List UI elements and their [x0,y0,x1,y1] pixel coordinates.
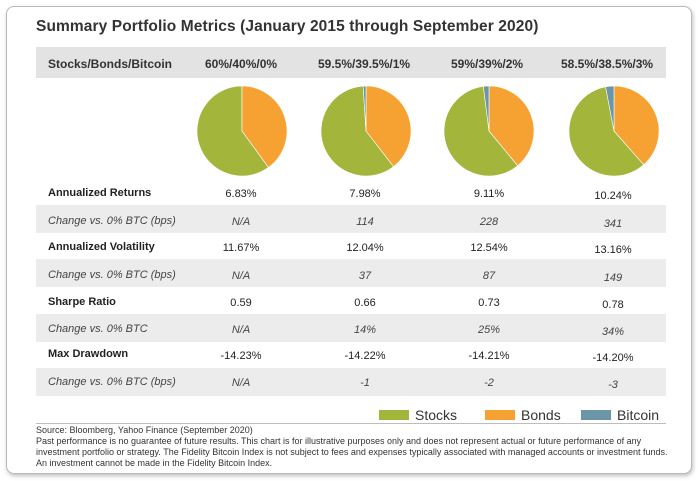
value-cell: 37 [358,270,372,282]
row-label-change-volatility: Change vs. 0% BTC (bps) [48,269,176,281]
legend-label-stocks: Stocks [415,407,458,423]
value-cell: N/A [231,324,251,336]
row-label-sharpe-ratio: Sharpe Ratio [48,296,116,308]
source-note: Source: Bloomberg, Yahoo Finance (Septem… [36,425,253,435]
pie-chart-3 [443,85,535,177]
pie-slice-bitcoin [362,85,367,132]
row-band [36,314,666,342]
pie-slice-bonds [241,85,288,168]
pie-slice-bonds [613,85,660,166]
value-cell: 12.04% [346,242,384,254]
value-cell: -14.21% [468,350,510,362]
footnotes: Source: Bloomberg, Yahoo Finance (Septem… [36,425,676,469]
value-cell: 0.66 [354,297,376,309]
pie-chart-1 [196,85,288,177]
value-cell: -14.22% [344,350,386,362]
legend-swatch-bonds [485,410,515,420]
pie-slice-bonds [365,85,412,167]
header-portfolio-3: 59%/39%/2% [451,57,524,71]
row-label-change-drawdown: Change vs. 0% BTC (bps) [48,376,176,388]
value-cell: 14% [353,324,377,336]
value-cell: N/A [231,377,251,389]
row-band [36,205,666,233]
value-cell: 0.73 [478,297,500,309]
value-cell: -14.20% [592,352,634,364]
row-label-change-sharpe: Change vs. 0% BTC [48,323,148,335]
pie-chart-4 [568,85,660,177]
value-cell: 11.67% [222,242,260,254]
value-cell: 10.24% [594,190,632,202]
value-cell: -14.23% [220,350,262,362]
legend-swatch-stocks [379,410,409,420]
value-cell: 34% [601,326,625,338]
pie-slice-stocks [320,85,395,177]
row-band [36,259,666,287]
pie-slice-stocks [443,86,519,177]
chart-frame [6,6,692,474]
value-cell: 114 [356,216,374,228]
pie-slice-stocks [568,86,645,177]
chart-title: Summary Portfolio Metrics (January 2015 … [36,18,539,35]
row-label-change-returns: Change vs. 0% BTC (bps) [48,215,176,227]
pie-slice-bitcoin [605,85,615,132]
pie-chart-2 [320,85,412,177]
header-portfolio-1: 60%/40%/0% [205,57,278,71]
header-portfolio-4: 58.5%/38.5%/3% [561,57,654,71]
disclaimer-note: Past performance is no guarantee of futu… [36,436,668,468]
header-label: Stocks/Bonds/Bitcoin [48,57,173,71]
legend-swatch-bitcoin [581,410,611,420]
value-cell: 0.59 [230,297,252,309]
value-cell: -2 [484,377,494,389]
pie-slice-bonds [488,85,535,167]
value-cell: 6.83% [225,188,257,200]
value-cell: -3 [608,379,618,391]
pie-slice-stocks [196,85,269,177]
value-cell: 13.16% [594,244,632,256]
row-band [36,368,666,396]
value-cell: 149 [603,272,623,284]
value-cell: N/A [231,216,251,228]
pie-slice-bitcoin [483,85,490,132]
footnote-divider [36,423,666,424]
legend-label-bitcoin: Bitcoin [617,407,660,423]
header-band [36,47,666,78]
legend-label-bonds: Bonds [521,407,561,423]
row-label-annualized-returns: Annualized Returns [48,187,152,199]
value-cell: 341 [603,218,623,230]
row-label-annualized-volatility: Annualized Volatility [48,241,155,253]
row-label-max-drawdown: Max Drawdown [48,348,129,360]
value-cell: 87 [482,270,496,282]
value-cell: N/A [231,270,251,282]
header-portfolio-2: 59.5%/39.5%/1% [318,57,411,71]
value-cell: 0.78 [602,299,624,311]
value-cell: 7.98% [349,188,381,200]
value-cell: 9.11% [473,188,505,200]
value-cell: 12.54% [470,242,508,254]
value-cell: 228 [479,216,499,228]
value-cell: 25% [477,324,501,336]
value-cell: -1 [360,377,370,389]
